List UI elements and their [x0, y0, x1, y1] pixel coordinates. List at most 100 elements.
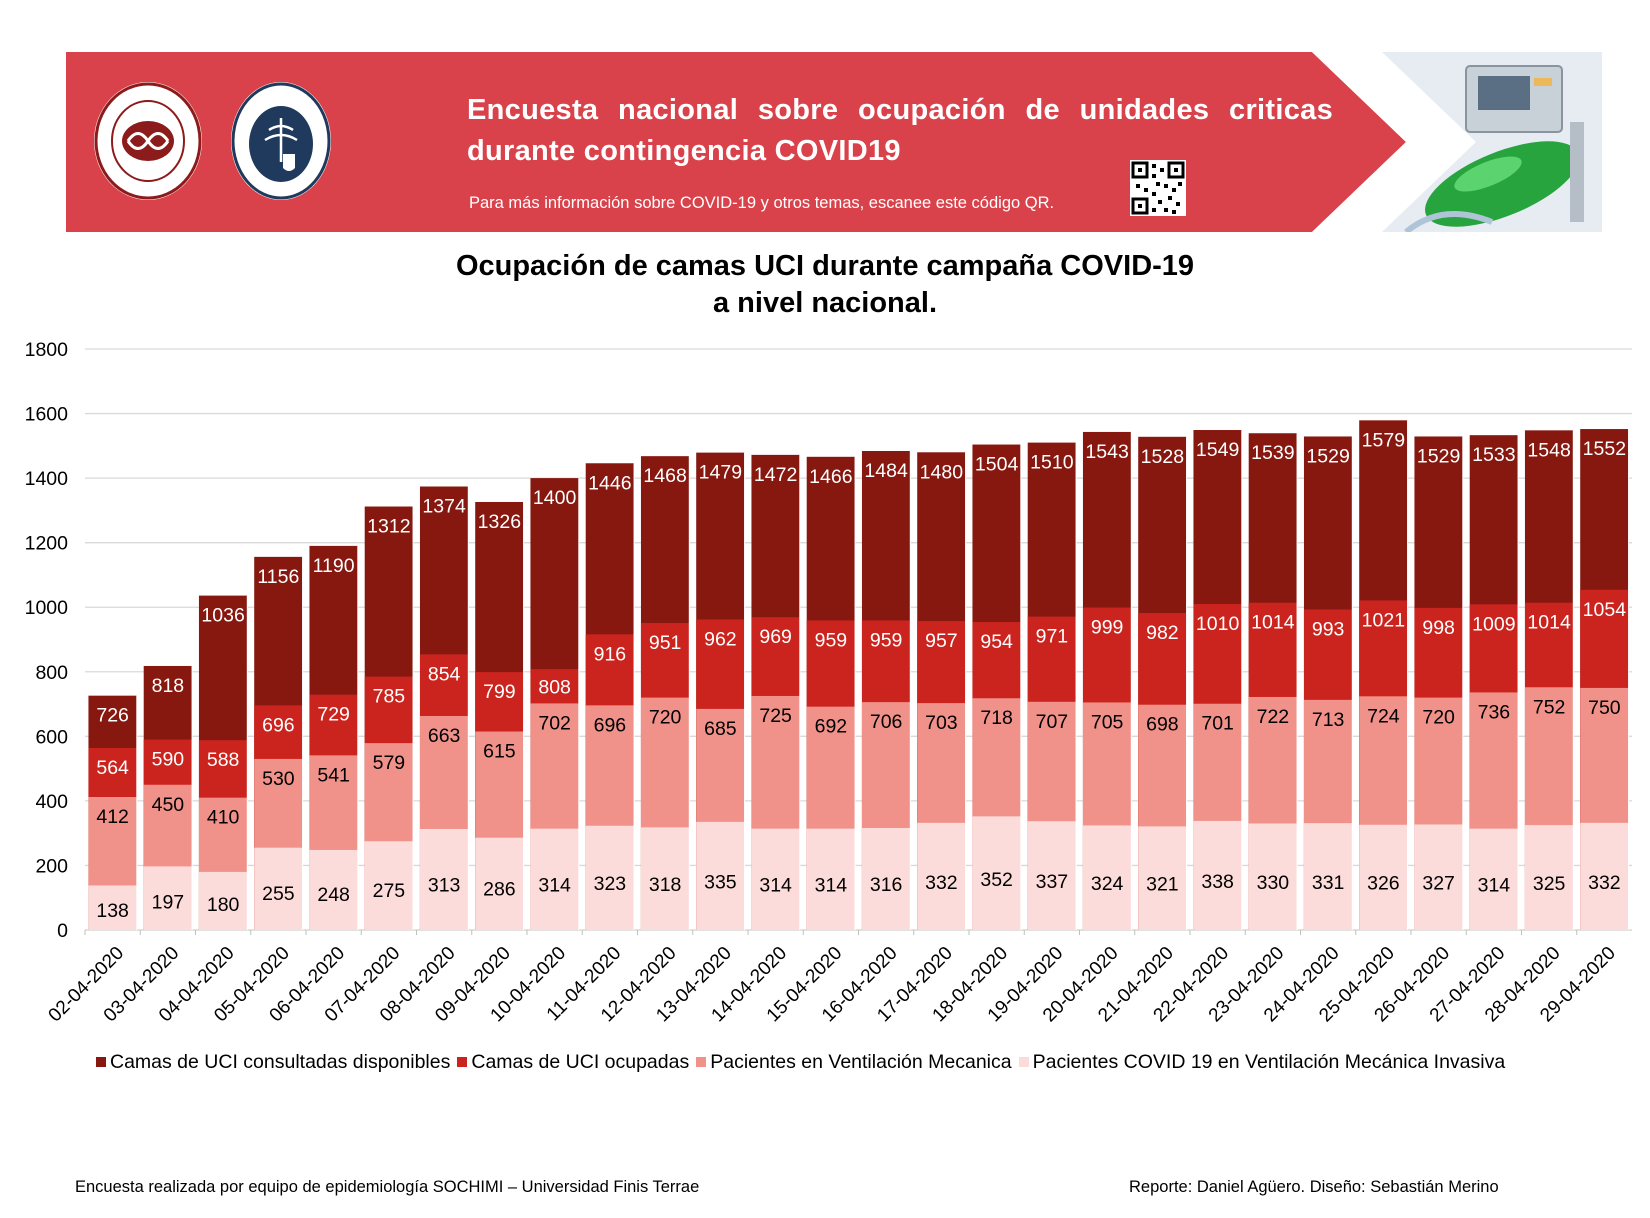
data-label: 1539 — [1251, 442, 1294, 464]
data-label: 450 — [152, 794, 185, 816]
bar-segment — [530, 828, 579, 930]
data-label: 338 — [1201, 871, 1234, 893]
data-label: 916 — [594, 643, 627, 665]
bar-segment — [1082, 825, 1132, 930]
data-label: 726 — [96, 705, 129, 727]
chart-title: Ocupación de camas UCI durante campaña C… — [0, 248, 1650, 322]
data-label: 1529 — [1306, 445, 1349, 467]
bar-segment — [419, 828, 469, 930]
bar-segment — [475, 837, 524, 930]
data-label: 1543 — [1085, 441, 1128, 463]
footer-report-design: Reporte: Daniel Agüero. Diseño: Sebastiá… — [1129, 1178, 1499, 1196]
legend-swatch — [457, 1057, 468, 1067]
data-label: 314 — [1478, 874, 1511, 896]
data-label: 325 — [1533, 873, 1566, 895]
data-label: 352 — [980, 869, 1013, 891]
sochimi-logo — [94, 82, 202, 200]
legend-label: Camas de UCI consultadas disponibles — [110, 1051, 451, 1073]
data-label: 1009 — [1472, 613, 1515, 635]
y-tick-label: 1000 — [25, 597, 69, 619]
data-label: 1472 — [754, 464, 797, 486]
data-label: 663 — [428, 725, 461, 747]
data-label: 785 — [373, 686, 406, 708]
legend-item: Camas de UCI ocupadas — [457, 1051, 689, 1074]
chart-legend: Camas de UCI consultadas disponibles Cama… — [96, 1051, 1512, 1074]
data-label: 1446 — [588, 472, 631, 494]
bar-segment — [585, 825, 635, 930]
data-label: 1156 — [257, 566, 299, 588]
data-label: 707 — [1036, 711, 1069, 733]
y-tick-label: 1200 — [25, 533, 69, 555]
data-label: 1312 — [367, 516, 410, 538]
bar-segment — [1138, 826, 1187, 930]
data-label: 720 — [649, 707, 682, 729]
y-tick-label: 0 — [57, 920, 68, 942]
qr-code-icon[interactable] — [1130, 160, 1186, 216]
data-label: 720 — [1422, 707, 1455, 729]
data-label: 1552 — [1583, 438, 1626, 460]
data-label: 335 — [704, 871, 737, 893]
data-label: 729 — [317, 704, 350, 726]
finis-terrae-logo — [231, 82, 331, 200]
data-label: 962 — [704, 628, 737, 650]
bar-segment — [1414, 824, 1463, 930]
data-label: 564 — [96, 757, 129, 779]
data-label: 750 — [1588, 697, 1621, 719]
data-label: 752 — [1533, 696, 1566, 718]
data-label: 1374 — [422, 496, 466, 518]
data-label: 808 — [538, 676, 571, 698]
data-label: 1529 — [1417, 445, 1460, 467]
legend-item: Pacientes COVID 19 en Ventilación Mecáni… — [1018, 1051, 1505, 1074]
data-label: 1190 — [313, 555, 355, 577]
bar-segment — [309, 849, 358, 930]
data-label: 702 — [538, 712, 571, 734]
legend-swatch — [696, 1057, 707, 1067]
data-label: 999 — [1091, 617, 1124, 639]
header-banner: Encuesta nacional sobre ocupación de uni… — [66, 52, 1602, 232]
data-label: 615 — [483, 740, 516, 762]
data-label: 1014 — [1527, 612, 1571, 634]
data-label: 971 — [1036, 626, 1069, 648]
legend-item: Pacientes en Ventilación Mecanica — [696, 1051, 1012, 1074]
bar-segment — [972, 816, 1021, 930]
bar-segment — [1193, 820, 1242, 930]
data-label: 1466 — [809, 466, 852, 488]
bar-segment — [696, 821, 745, 930]
bar-segment — [88, 885, 137, 930]
data-label: 1579 — [1362, 429, 1405, 451]
bar-segment — [254, 847, 303, 930]
data-label: 321 — [1146, 873, 1179, 895]
bar-segment — [1469, 828, 1519, 930]
data-label: 1468 — [643, 465, 686, 487]
data-label: 1014 — [1251, 612, 1295, 634]
bar-segment — [1359, 824, 1408, 930]
data-label: 713 — [1312, 709, 1345, 731]
data-label: 818 — [152, 675, 185, 697]
data-label: 1510 — [1030, 452, 1074, 474]
data-label: 1326 — [478, 511, 521, 533]
y-tick-label: 800 — [35, 662, 68, 684]
data-label: 590 — [152, 749, 185, 771]
data-label: 138 — [96, 900, 129, 922]
bar-segment — [1580, 822, 1629, 930]
bar-segment — [806, 828, 856, 930]
data-label: 1021 — [1362, 609, 1405, 631]
bar-segment — [1248, 823, 1298, 930]
data-label: 316 — [870, 874, 903, 896]
data-label: 685 — [704, 718, 737, 740]
stacked-bar-chart: 0 200 400 600 800 1000 1200 1400 1600 1800 726 564 4… — [25, 339, 1632, 1026]
y-tick-label: 1800 — [25, 339, 69, 361]
data-label: 692 — [815, 716, 848, 738]
bar-segment — [917, 822, 966, 930]
data-label: 696 — [594, 714, 627, 736]
data-label: 1528 — [1141, 446, 1184, 468]
data-label: 410 — [207, 807, 240, 829]
data-label: 959 — [870, 629, 903, 651]
data-label: 332 — [925, 872, 958, 894]
data-label: 998 — [1422, 617, 1455, 639]
data-label: 286 — [483, 878, 516, 900]
chart-title-line-2: a nivel nacional. — [712, 287, 938, 319]
y-tick-label: 600 — [35, 726, 68, 748]
data-label: 324 — [1091, 873, 1124, 895]
data-label: 326 — [1367, 873, 1400, 895]
